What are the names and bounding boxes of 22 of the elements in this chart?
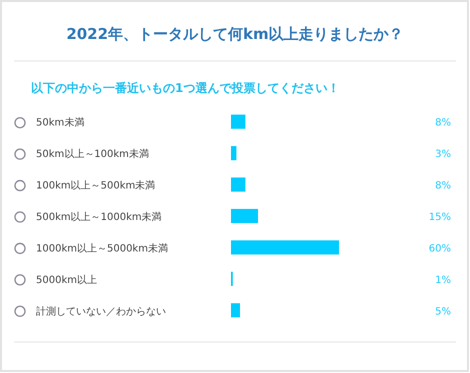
y-tick-label: 50km以上～100km未満 (36, 148, 149, 160)
bar (231, 178, 246, 192)
data-label: 8% (435, 180, 451, 192)
data-label: 8% (435, 118, 451, 129)
y-tick-label: 500km以上～1000km未満 (36, 211, 162, 223)
bar (231, 208, 258, 224)
bar (231, 146, 236, 160)
chart-subtitle: 以下の中から一番近いもの1つ選んで投票してください！ (31, 81, 340, 95)
data-label: 60% (428, 243, 451, 254)
data-label: 3% (435, 149, 451, 160)
chart-title: 2022年、トータルして何km以上走りましたか？ (66, 25, 404, 43)
data-label: 1% (435, 274, 451, 286)
bar (231, 240, 339, 254)
y-tick-label: 計測していない／わからない (36, 305, 166, 318)
y-tick-label: 5000km以上 (36, 274, 97, 286)
bar (231, 114, 246, 129)
data-label: 15% (428, 212, 451, 223)
data-label: 5% (435, 306, 451, 318)
y-tick-label: 100km以上～500km未満 (36, 180, 156, 192)
y-tick-label: 1000km以上～5000km未満 (36, 242, 168, 254)
bar (231, 303, 240, 318)
y-tick-label: 50km未満 (36, 116, 84, 129)
